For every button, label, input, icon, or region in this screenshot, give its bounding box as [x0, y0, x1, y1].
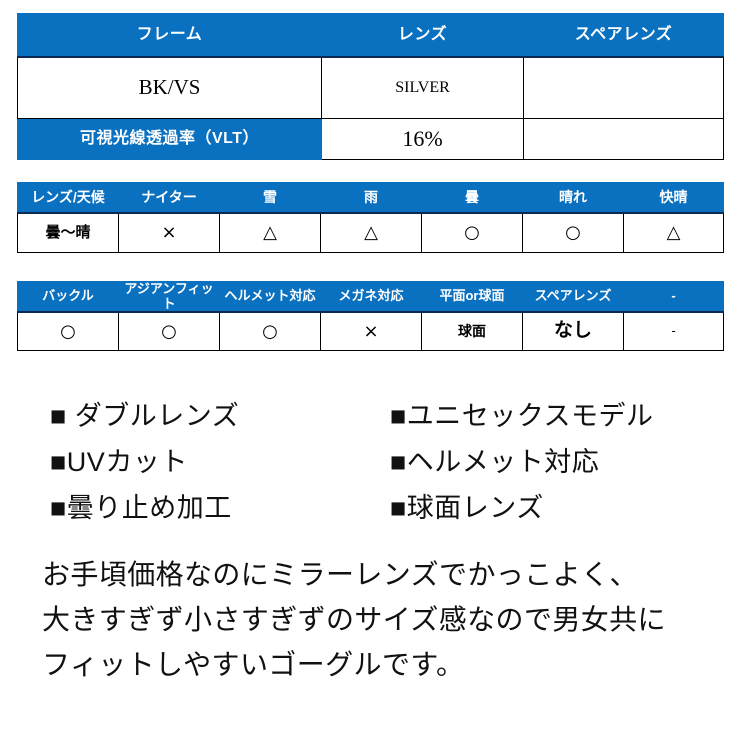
table-row: 曇〜晴 × △ △ ○ ○ △: [17, 212, 724, 253]
spec-value-frame: BK/VS: [17, 56, 322, 119]
weather-value-snow: △: [219, 212, 321, 253]
weather-header-rain: 雨: [320, 182, 422, 214]
feature-value-blank: -: [623, 311, 724, 351]
feature-value-flat-or-spherical: 球面: [421, 311, 523, 351]
weather-table: レンズ/天候 ナイター 雪 雨 曇 晴れ 快晴 曇〜晴 × △ △ ○ ○ △: [17, 182, 724, 253]
spec-value-lens: SILVER: [321, 56, 524, 119]
weather-value-clear: △: [623, 212, 724, 253]
weather-header-night: ナイター: [118, 182, 220, 214]
feature-bullet-spherical-lens: ■球面レンズ: [390, 492, 544, 523]
description-line-1: お手頃価格なのにミラーレンズでかっこよく、: [42, 559, 638, 590]
feature-header-blank: -: [623, 281, 724, 313]
spec-table: フレーム レンズ スペアレンズ BK/VS SILVER 可視光線透過率（VLT…: [17, 13, 724, 160]
feature-value-spare-lens: なし: [522, 311, 624, 351]
weather-header-cloudy: 曇: [421, 182, 523, 214]
weather-header-snow: 雪: [219, 182, 321, 214]
feature-bullet-list: ■ ダブルレンズ ■ユニセックスモデル ■UVカット ■ヘルメット対応 ■曇り止…: [50, 390, 710, 528]
spec-label-vlt: 可視光線透過率（VLT）: [17, 118, 322, 160]
spec-value-vlt-spare: [523, 118, 724, 160]
feature-bullet-anti-fog: ■曇り止め加工: [50, 492, 232, 523]
table-row: ○ ○ ○ × 球面 なし -: [17, 311, 724, 351]
feature-header-buckle: バックル: [17, 281, 119, 313]
table-row: レンズ/天候 ナイター 雪 雨 曇 晴れ 快晴: [17, 182, 724, 214]
weather-header-clear: 快晴: [623, 182, 724, 214]
spec-header-spare-lens: スペアレンズ: [523, 13, 724, 58]
feature-bullet-uv-cut: ■UVカット: [50, 446, 188, 477]
feature-value-glasses-compatible: ×: [320, 311, 422, 351]
spec-value-spare-lens: [523, 56, 724, 119]
weather-value-lens-weather: 曇〜晴: [17, 212, 119, 253]
table-row: バックル アジアンフィット ヘルメット対応 メガネ対応 平面or球面 スペアレン…: [17, 281, 724, 313]
spec-header-lens: レンズ: [321, 13, 524, 58]
spec-header-frame: フレーム: [17, 13, 322, 58]
feature-header-spare-lens: スペアレンズ: [522, 281, 624, 313]
feature-header-helmet-compatible: ヘルメット対応: [219, 281, 321, 313]
feature-table: バックル アジアンフィット ヘルメット対応 メガネ対応 平面or球面 スペアレン…: [17, 281, 724, 351]
weather-value-cloudy: ○: [421, 212, 523, 253]
feature-bullet-double-lens: ■ ダブルレンズ: [50, 400, 240, 431]
feature-header-flat-or-spherical: 平面or球面: [421, 281, 523, 313]
weather-header-sunny: 晴れ: [522, 182, 624, 214]
spec-value-vlt: 16%: [321, 118, 524, 160]
product-description: お手頃価格なのにミラーレンズでかっこよく、 大きすぎず小さすぎずのサイズ感なので…: [42, 552, 732, 687]
feature-bullet-helmet-ready: ■ヘルメット対応: [390, 446, 600, 477]
feature-value-helmet-compatible: ○: [219, 311, 321, 351]
feature-value-asian-fit: ○: [118, 311, 220, 351]
table-row: フレーム レンズ スペアレンズ: [17, 13, 724, 58]
feature-header-glasses-compatible: メガネ対応: [320, 281, 422, 313]
feature-bullet-unisex-model: ■ユニセックスモデル: [390, 400, 654, 431]
description-line-3: フィットしやすいゴーグルです。: [42, 649, 465, 680]
feature-header-asian-fit: アジアンフィット: [118, 281, 220, 313]
weather-value-rain: △: [320, 212, 422, 253]
weather-value-night: ×: [118, 212, 220, 253]
table-row: BK/VS SILVER: [17, 56, 724, 119]
weather-value-sunny: ○: [522, 212, 624, 253]
table-row: 可視光線透過率（VLT） 16%: [17, 118, 724, 160]
feature-value-buckle: ○: [17, 311, 119, 351]
weather-header-lens-weather: レンズ/天候: [17, 182, 119, 214]
description-line-2: 大きすぎず小さすぎずのサイズ感なので男女共に: [42, 604, 666, 635]
